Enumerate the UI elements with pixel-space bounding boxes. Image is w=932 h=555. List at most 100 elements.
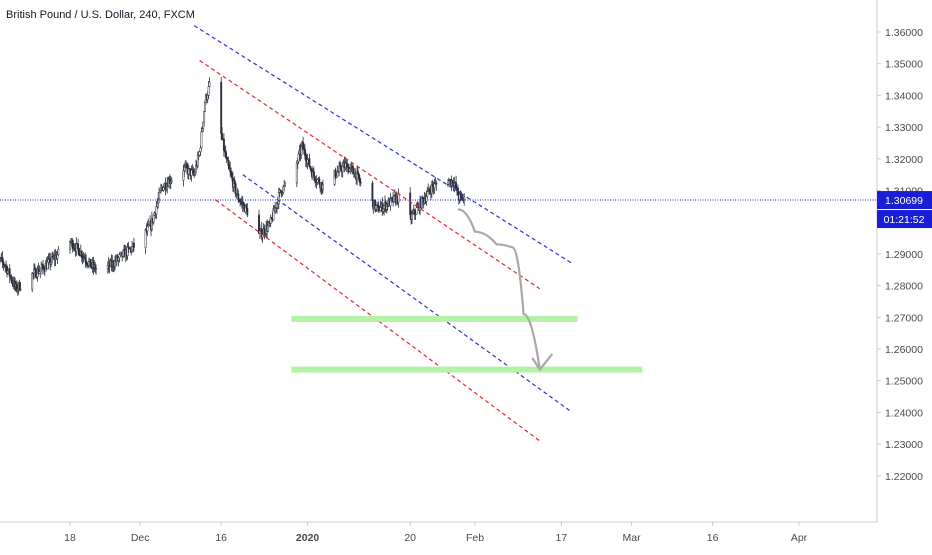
x-tick-label: Dec [131, 532, 150, 544]
candle-body [306, 159, 309, 164]
candle-body [194, 171, 197, 175]
price-candles [0, 77, 466, 297]
channel-line [193, 25, 573, 264]
x-tick-label: 16 [215, 532, 227, 544]
candle-body [95, 268, 98, 270]
candle-body [229, 168, 232, 172]
candle-body [69, 241, 71, 250]
candle-body [267, 225, 269, 232]
candle-body [321, 184, 324, 190]
candle-body [245, 205, 248, 209]
candle-body [411, 213, 413, 220]
candle-body [122, 250, 125, 257]
candle-body [198, 151, 201, 156]
candle-body [428, 188, 431, 192]
y-tick-label: 1.28000 [885, 281, 923, 293]
candle-body [313, 176, 316, 181]
candle-body [225, 156, 228, 160]
candle-body [106, 265, 109, 269]
x-tick-label: Apr [791, 532, 808, 544]
candle-body [310, 168, 313, 172]
x-tick-label: 18 [64, 532, 76, 544]
candle-body [304, 155, 307, 161]
candle-body [192, 169, 195, 174]
candle-body [157, 198, 160, 204]
candle-body [1, 257, 4, 263]
candle-body [389, 197, 392, 207]
candle-body [318, 178, 321, 185]
support-zone [291, 366, 643, 373]
candle-body [339, 165, 342, 171]
candle-body [132, 242, 135, 248]
candle-body [300, 146, 303, 155]
candle-body [246, 208, 249, 216]
candle-body [421, 196, 424, 200]
candle-body [203, 111, 206, 123]
y-tick-label: 1.26000 [885, 344, 923, 356]
candle-body [146, 225, 149, 232]
candle-body [336, 171, 339, 177]
candle-body [208, 81, 211, 87]
candle-body [144, 228, 147, 248]
candle-body [57, 249, 60, 256]
x-tick-label: 16 [707, 532, 719, 544]
candle-body [158, 191, 161, 200]
candle-body [118, 254, 121, 259]
y-tick-label: 1.32000 [885, 154, 923, 166]
candle-body [89, 258, 92, 268]
candle-body [282, 186, 285, 194]
candle-body [50, 261, 53, 265]
drawing-overlays [193, 25, 643, 442]
candle-body [228, 165, 231, 169]
candle-body [207, 86, 210, 96]
candle-body [31, 272, 34, 290]
candle-body [277, 192, 280, 205]
candle-body [202, 121, 205, 129]
x-tick-label: Mar [623, 532, 642, 544]
candle-body [352, 167, 355, 174]
candle-body [2, 261, 5, 265]
x-tick-label: Feb [466, 532, 484, 544]
candle-body [42, 267, 45, 271]
countdown-badge [877, 210, 932, 229]
candle-body [34, 268, 37, 278]
candle-body [75, 243, 78, 252]
chart-title: British Pound / U.S. Dollar, 240, FXCM [6, 9, 195, 21]
candle-body [460, 194, 463, 198]
x-tick-label: 17 [556, 532, 568, 544]
candle-body [38, 271, 41, 274]
y-tick-label: 1.36000 [885, 27, 923, 39]
candle-body [341, 165, 344, 173]
candle-body [84, 257, 87, 262]
candle-body [18, 282, 21, 291]
candle-body [200, 131, 203, 149]
candle-body [357, 171, 359, 175]
candle-body [297, 153, 300, 162]
y-tick-label: 1.35000 [885, 59, 923, 71]
candle-body [358, 178, 361, 183]
candle-body [303, 148, 306, 156]
candle-body [233, 180, 236, 184]
candle-body [8, 268, 11, 277]
candle-body [431, 184, 434, 187]
candle-body [112, 261, 115, 267]
projection-path [457, 208, 541, 371]
candle-body [435, 182, 438, 185]
candle-body [312, 171, 315, 177]
last-price-badge [877, 191, 932, 210]
candle-body [426, 191, 429, 197]
candle-body [80, 250, 83, 258]
candle-body [409, 192, 412, 216]
candle-body [152, 215, 155, 223]
candle-body [371, 182, 374, 202]
candle-body [201, 128, 204, 133]
candle-body [295, 162, 298, 184]
candle-body [220, 81, 223, 135]
candle-body [10, 276, 13, 282]
candle-body [33, 269, 35, 274]
candle-body [206, 95, 209, 100]
candle-body [156, 202, 159, 207]
x-tick-label: 20 [404, 532, 416, 544]
